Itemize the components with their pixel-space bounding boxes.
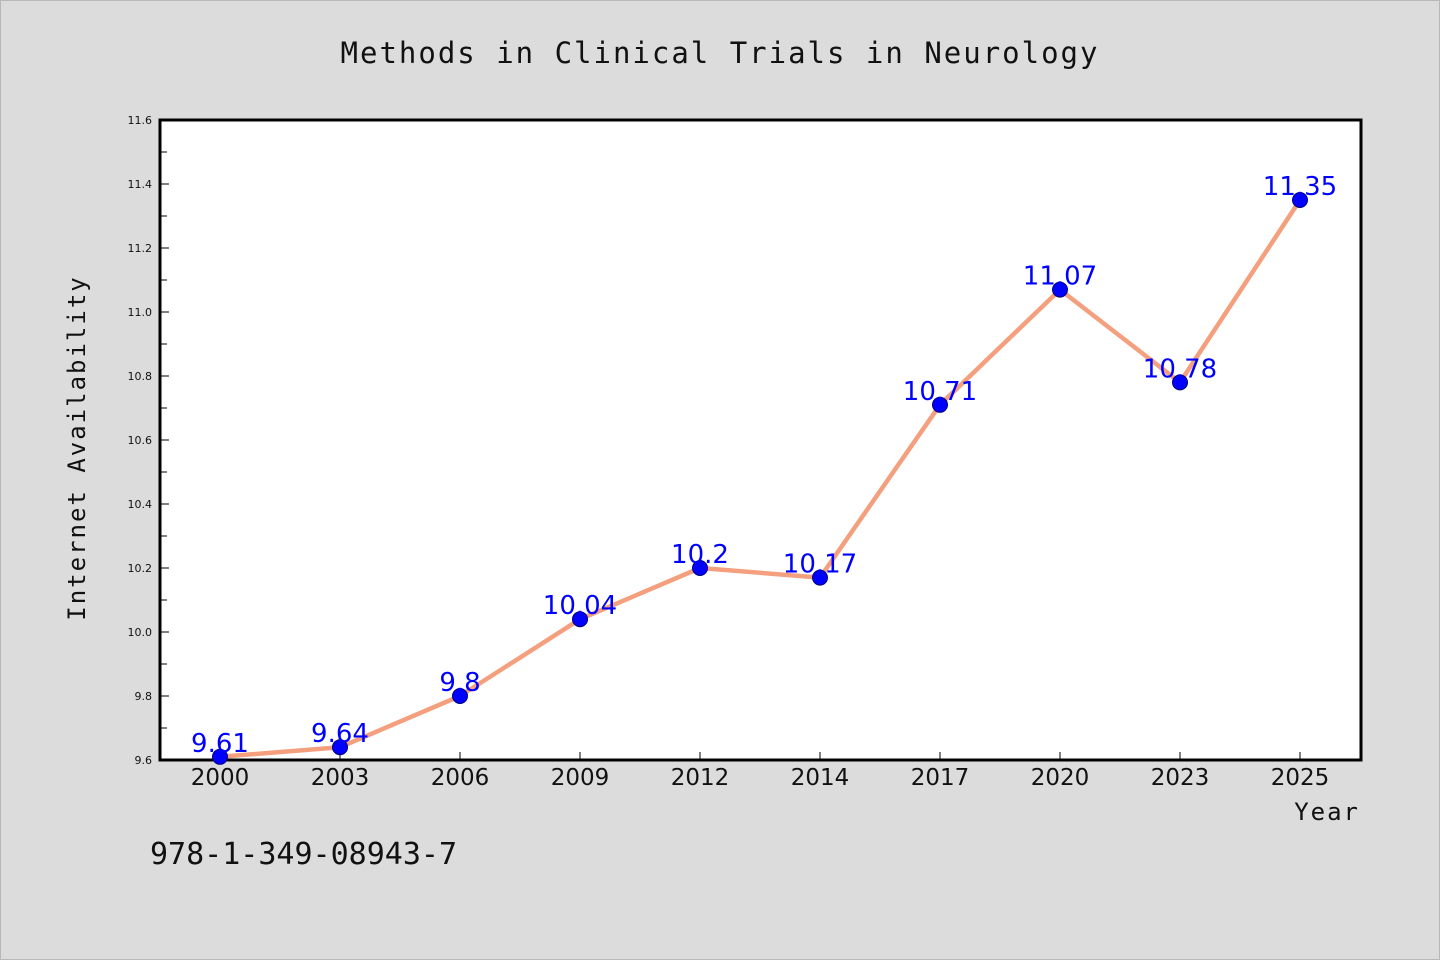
series-group: 9.61 9.64 9.8 10.04 10.2 10.17 10.71 11.07 10.78…	[191, 172, 1337, 765]
x-axis-label: Year	[1294, 798, 1360, 826]
data-point	[212, 748, 228, 765]
data-label: 11.07	[1023, 262, 1097, 292]
data-label: 10.71	[903, 377, 977, 407]
plot-area	[158, 118, 1363, 762]
data-point	[1052, 281, 1068, 298]
y-tick-label: 11.6	[128, 114, 153, 127]
data-label: 10.17	[783, 550, 857, 580]
data-label: 9.8	[439, 668, 480, 698]
y-tick-label: 10.0	[128, 626, 153, 639]
x-tick-label: 2003	[311, 765, 370, 791]
x-tick-label: 2014	[791, 765, 850, 791]
y-tick-label: 10.6	[128, 434, 153, 447]
x-tick-label: 2023	[1151, 765, 1210, 791]
data-label: 11.35	[1263, 172, 1337, 202]
isbn-text: 978-1-349-08943-7	[150, 837, 457, 872]
y-tick-label: 11.0	[128, 306, 153, 319]
y-tick-label: 9.6	[135, 754, 153, 767]
y-tick-label: 9.8	[135, 690, 153, 703]
x-tick-label: 2000	[191, 765, 250, 791]
data-label: 10.2	[671, 540, 729, 570]
y-axis-label: Internet Availability	[63, 275, 91, 620]
data-label: 9.61	[191, 729, 249, 759]
data-point	[812, 569, 828, 586]
data-label: 9.64	[311, 719, 369, 749]
data-point	[1172, 374, 1188, 391]
data-point	[932, 396, 948, 413]
data-point	[332, 739, 348, 756]
x-tick-label: 2025	[1271, 765, 1330, 791]
y-tick-label: 10.4	[128, 498, 153, 511]
x-tick-label: 2006	[431, 765, 490, 791]
chart-title: Methods in Clinical Trials in Neurology	[341, 36, 1100, 70]
y-tick-label: 10.2	[128, 562, 153, 575]
data-label: 10.78	[1143, 354, 1217, 384]
y-tick-label: 11.4	[128, 178, 153, 191]
x-tick-label: 2017	[911, 765, 970, 791]
series-line	[219, 198, 1302, 760]
x-tick-label: 2009	[551, 765, 610, 791]
y-tick-label: 10.8	[128, 370, 153, 383]
x-tick-label: 2012	[671, 765, 730, 791]
data-label: 10.04	[543, 591, 617, 621]
data-point	[572, 611, 588, 628]
y-tick-label: 11.2	[128, 242, 153, 255]
x-axis-ticks: 2000 2003 2006 2009 2012 2014 2017 2020 2023 2025	[191, 752, 1330, 791]
data-point	[692, 560, 708, 576]
x-tick-label: 2020	[1031, 765, 1090, 791]
y-axis-ticks: 9.6 9.8 10.0 10.2 10.4 10.6 10.8 11.0 11.2 11.4 11…	[128, 114, 169, 767]
data-point	[452, 688, 468, 704]
data-point	[1292, 192, 1308, 208]
